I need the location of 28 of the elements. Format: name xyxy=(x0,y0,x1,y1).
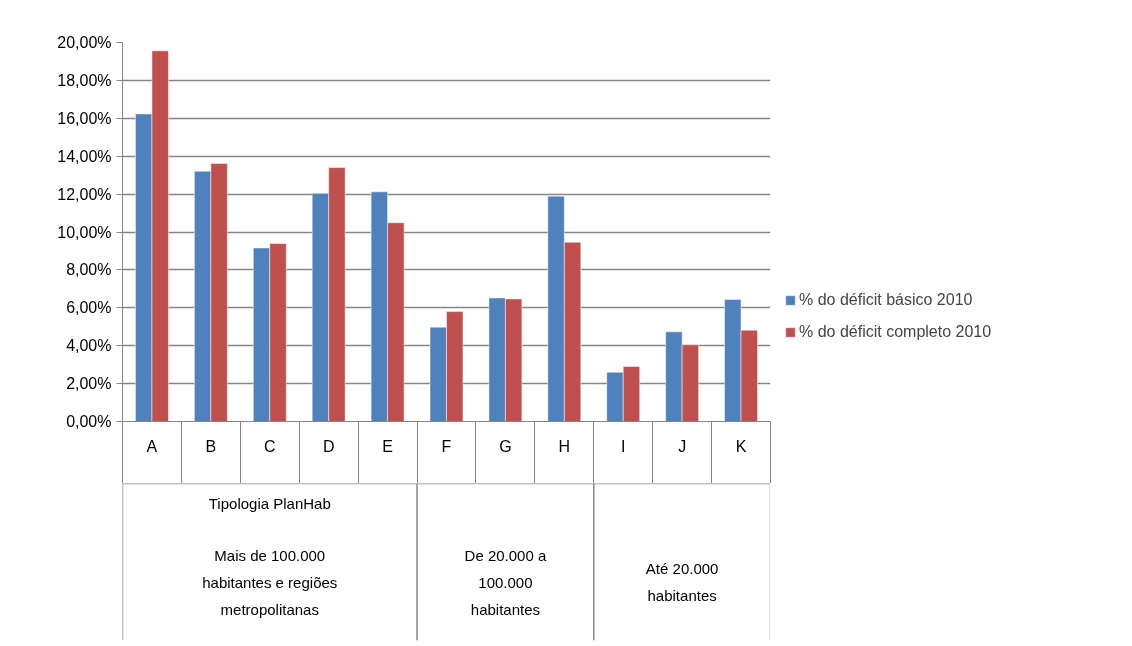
y-tick-label: 2,00% xyxy=(66,375,112,393)
x-tick-label: H xyxy=(558,437,571,455)
text: De 20.000 a 100.000 habitantes xyxy=(464,546,547,619)
text: Tipologia PlanHab xyxy=(208,495,331,513)
y-tick-label: 16,00% xyxy=(57,109,112,127)
y-tick-label: 18,00% xyxy=(57,71,112,89)
x-tick-label: E xyxy=(382,437,393,455)
y-tick-label: 14,00% xyxy=(57,147,112,165)
y-tick-label: 0,00% xyxy=(66,413,112,430)
x-tick-label: J xyxy=(678,437,687,455)
x-tick-label: D xyxy=(322,437,335,455)
x-tick-label: B xyxy=(205,437,217,455)
x-tick-label: A xyxy=(146,437,158,455)
y-tick-label: 4,00% xyxy=(66,337,112,355)
legend-label: % do déficit básico 2010 xyxy=(799,291,973,309)
y-tick-label: 10,00% xyxy=(57,223,112,241)
x-tick-label: I xyxy=(621,437,626,455)
text: Mais de 100.000 habitantes e regiões metropolitanas xyxy=(202,546,338,619)
y-tick-label: 8,00% xyxy=(66,261,112,279)
y-tick-label: 12,00% xyxy=(57,185,112,203)
y-tick-label: 20,00% xyxy=(57,34,112,51)
y-tick-label: 6,00% xyxy=(66,299,112,317)
legend-label: % do déficit completo 2010 xyxy=(799,323,992,341)
x-tick-label: F xyxy=(441,437,452,455)
x-tick-label: C xyxy=(264,437,276,455)
x-tick-label: G xyxy=(499,437,512,455)
text: Até 20.000 habitantes xyxy=(645,560,719,605)
x-tick-label: K xyxy=(735,437,747,455)
